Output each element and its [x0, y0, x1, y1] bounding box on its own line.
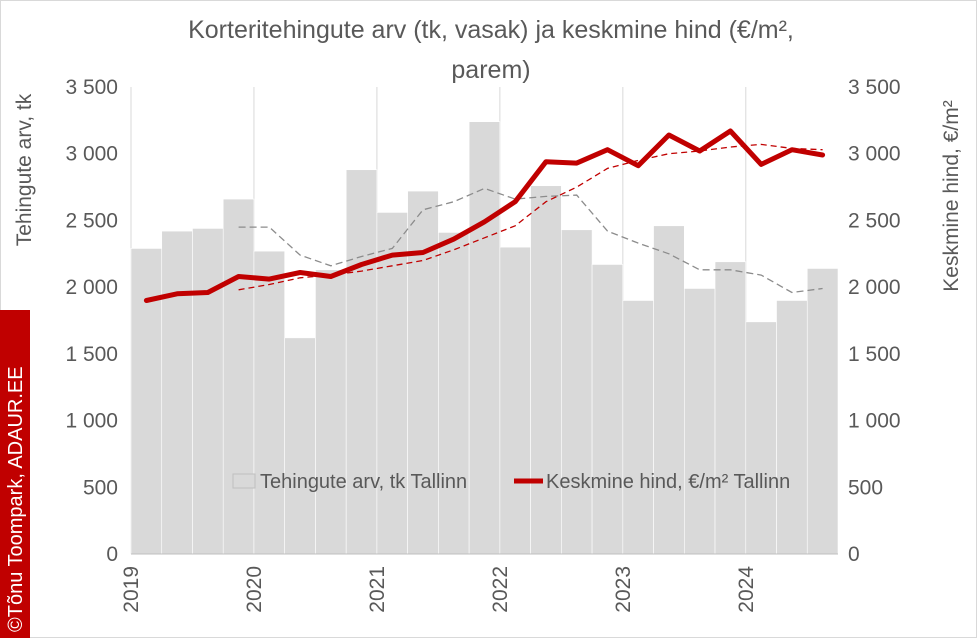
bar	[438, 232, 470, 555]
bar	[345, 169, 378, 555]
y-tick-label-left: 2 500	[65, 209, 118, 232]
y-tick-label-left: 3 000	[65, 143, 118, 166]
bar	[222, 198, 255, 555]
bar	[653, 225, 685, 555]
y-ticks-left: 0 500 1 000 1 500 2 000 2 500 3 000 3 500	[65, 76, 118, 566]
y-axis-left-title: Tehingute arv, tk	[13, 93, 36, 246]
x-tick-label: 2020	[243, 566, 266, 613]
bar	[561, 229, 593, 555]
x-ticks: 2019 2020 2021 2022 2023 2024	[120, 566, 758, 613]
line-series	[143, 128, 826, 303]
y-tick-label-right: 500	[848, 476, 883, 499]
y-tick-label-right: 1 000	[848, 410, 901, 433]
bar	[714, 261, 747, 555]
bar	[806, 268, 839, 555]
y-tick-label-right: 3 000	[848, 143, 901, 166]
bar	[468, 121, 501, 555]
bar	[284, 337, 316, 555]
chart-title-line-2: parem)	[451, 56, 530, 84]
y-tick-label-left: 1 000	[65, 410, 118, 433]
y-axis-right-title: Keskmine hind, €/m²	[940, 100, 963, 291]
bar	[776, 300, 808, 555]
y-tick-label-right: 3 500	[848, 76, 901, 99]
credit-text: ©Tõnu Toompark, ADAUR.EE	[5, 366, 27, 632]
bar	[376, 212, 408, 555]
x-tick-label: 2019	[120, 566, 143, 613]
y-tick-label-left: 0	[106, 543, 118, 566]
legend: Tehingute arv, tk Tallinn Keskmine hind,…	[232, 471, 790, 493]
bar	[315, 269, 347, 555]
bar	[130, 248, 163, 555]
bar	[192, 228, 224, 555]
chart-title-line-1: Korteritehingute arv (tk, vasak) ja kesk…	[188, 16, 794, 44]
legend-label-line: Keskmine hind, €/m² Tallinn	[546, 471, 790, 493]
bar	[530, 185, 562, 555]
bar	[745, 321, 777, 555]
y-tick-label-left: 2 000	[65, 276, 118, 299]
x-tick-label: 2022	[489, 566, 512, 613]
credit-strip	[0, 310, 30, 638]
y-tick-label-right: 2 000	[848, 276, 901, 299]
series-line	[143, 128, 826, 303]
bar	[161, 230, 193, 555]
bar	[622, 300, 654, 555]
y-tick-label-left: 1 500	[65, 343, 118, 366]
bar	[499, 246, 531, 555]
trend-line-right	[238, 143, 823, 291]
trend-line-left	[238, 187, 823, 294]
trend-line	[238, 143, 823, 291]
legend-swatch-bars	[232, 473, 256, 489]
bar	[684, 288, 716, 555]
bar-series	[130, 121, 839, 555]
y-tick-label-left: 3 500	[65, 76, 118, 99]
x-tick-label: 2023	[612, 566, 635, 613]
x-tick-label: 2024	[735, 566, 758, 613]
legend-label-bars: Tehingute arv, tk Tallinn	[260, 471, 467, 493]
trend-line	[238, 187, 823, 294]
bar	[591, 264, 624, 555]
y-tick-label-right: 1 500	[848, 343, 901, 366]
y-ticks-right: 0 500 1 000 1 500 2 000 2 500 3 000 3 500	[848, 76, 901, 566]
bar	[253, 250, 285, 555]
y-tick-label-left: 500	[83, 476, 118, 499]
y-tick-label-right: 0	[848, 543, 860, 566]
x-tick-label: 2021	[366, 566, 389, 613]
y-tick-label-right: 2 500	[848, 209, 901, 232]
